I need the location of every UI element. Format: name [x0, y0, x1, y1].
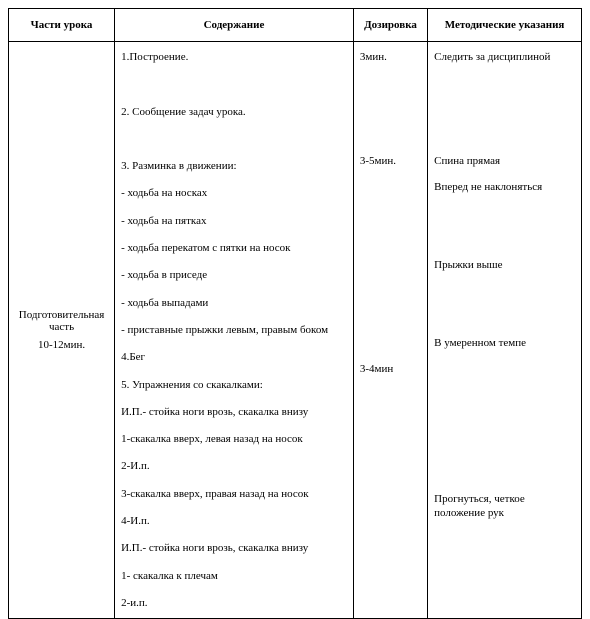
content-line: - приставные прыжки левым, правым боком [121, 323, 347, 337]
guidance-value: Следить за дисциплиной [434, 50, 575, 64]
content-line: 3. Разминка в движении: [121, 159, 347, 173]
lesson-plan-table: Части урока Содержание Дозировка Методич… [8, 8, 582, 619]
header-parts: Части урока [9, 9, 115, 42]
dosage-value: 3-5мин. [360, 154, 421, 168]
content-line [121, 77, 347, 91]
content-line: - ходьба в приседе [121, 268, 347, 282]
parts-cell: Подготовительная часть 10-12мин. [9, 42, 115, 619]
guidance-value: В умеренном темпе [434, 336, 575, 350]
content-line: 1.Построение. [121, 50, 347, 64]
dosage-value: 3мин. [360, 50, 421, 64]
content-line: И.П.- стойка ноги врозь, скакалка внизу [121, 405, 347, 419]
header-guidance: Методические указания [428, 9, 582, 42]
content-line: 3-скакалка вверх, правая назад на носок [121, 487, 347, 501]
content-line: 4.Бег [121, 350, 347, 364]
content-line: 4-И.п. [121, 514, 347, 528]
guidance-value: Вперед не наклоняться [434, 180, 575, 194]
guidance-value: Прыжки выше [434, 258, 575, 272]
content-line: 2-и.п. [121, 596, 347, 610]
guidance-value: Прогнуться, четкое положение рук [434, 492, 575, 521]
dosage-cell: 3мин. 3-5мин. 3-4мин [353, 42, 427, 619]
header-dosage: Дозировка [353, 9, 427, 42]
header-content: Содержание [115, 9, 354, 42]
content-line: И.П.- стойка ноги врозь, скакалка внизу [121, 541, 347, 555]
content-line: 5. Упражнения со скакалками: [121, 378, 347, 392]
header-row: Части урока Содержание Дозировка Методич… [9, 9, 582, 42]
content-line: - ходьба на носках [121, 186, 347, 200]
content-line: 1- скакалка к плечам [121, 569, 347, 583]
content-line: - ходьба перекатом с пятки на носок [121, 241, 347, 255]
content-line: - ходьба выпадами [121, 296, 347, 310]
parts-line3: 10-12мин. [15, 339, 108, 351]
guidance-value: Спина прямая [434, 154, 575, 168]
content-line: 2. Сообщение задач урока. [121, 105, 347, 119]
guidance-cell: Следить за дисциплиной Спина прямая Вперед… [428, 42, 582, 619]
table-row: Подготовительная часть 10-12мин. 1.Постр… [9, 42, 582, 619]
parts-line2: часть [15, 321, 108, 333]
content-cell: 1.Построение. 2. Сообщение задач урока. … [115, 42, 354, 619]
content-line [121, 132, 347, 146]
content-line: 1-скакалка вверх, левая назад на носок [121, 432, 347, 446]
dosage-value: 3-4мин [360, 362, 421, 376]
parts-line1: Подготовительная [15, 309, 108, 321]
content-line: - ходьба на пятках [121, 214, 347, 228]
content-line: 2-И.п. [121, 459, 347, 473]
